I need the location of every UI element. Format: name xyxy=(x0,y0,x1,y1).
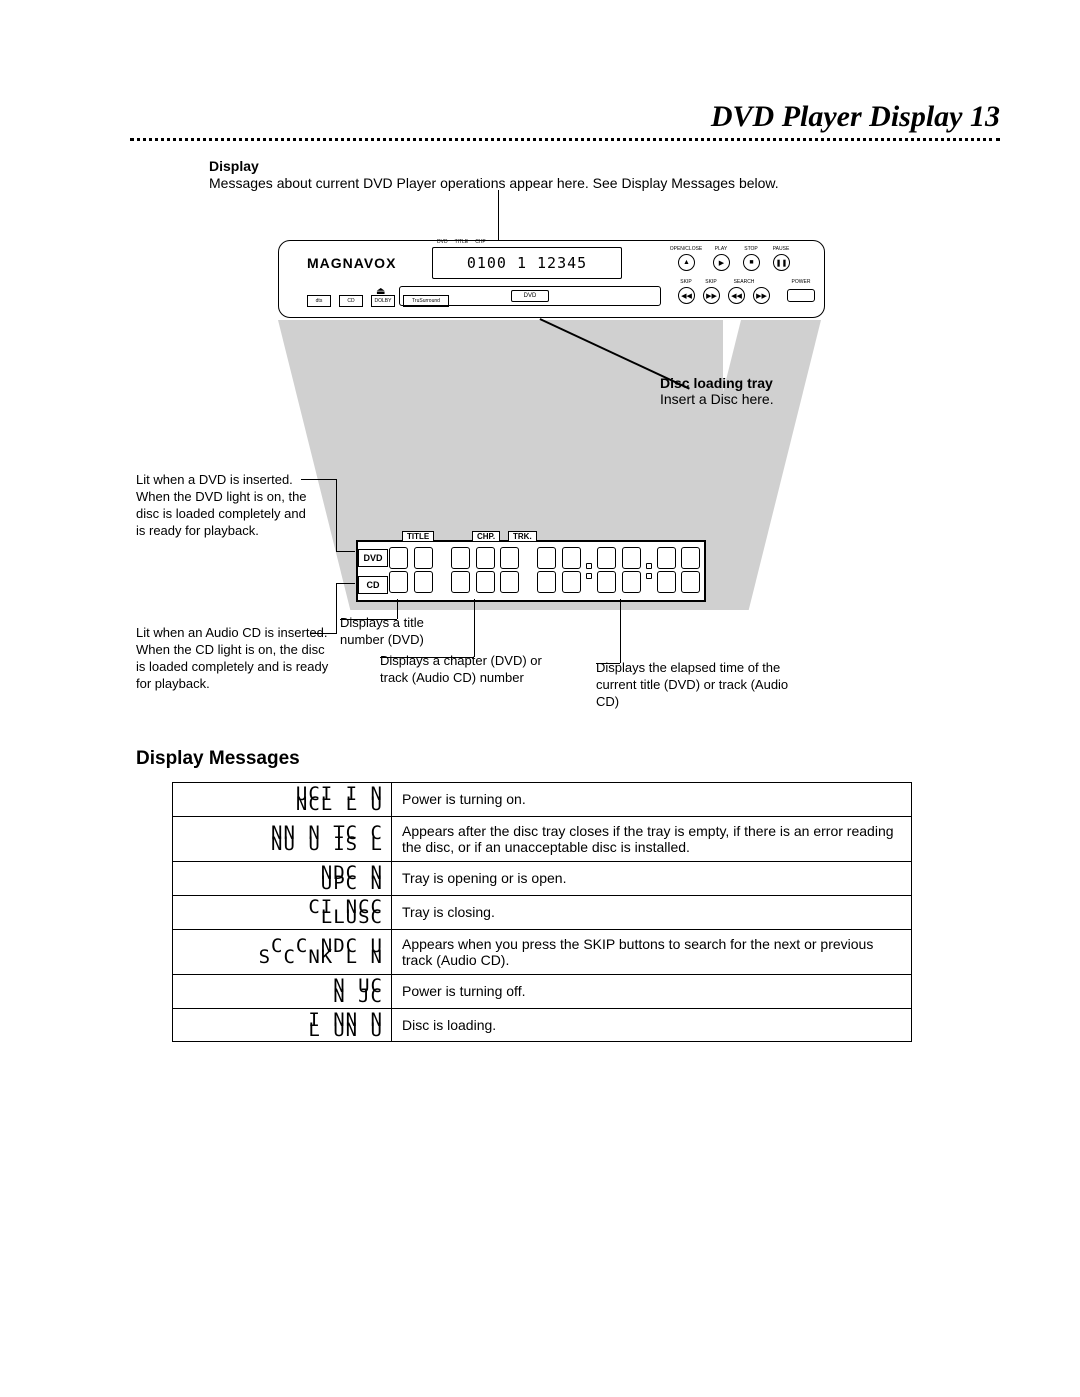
dvd-cd-indicators: DVD CD xyxy=(356,542,390,600)
brand-label: MAGNAVOX xyxy=(307,255,396,271)
display-heading: Display xyxy=(209,158,259,174)
dvd-player-front: MAGNAVOX DVD TITLE CHP 0100 1 12345 DVD … xyxy=(278,240,825,318)
logo-dts: dts xyxy=(307,295,331,307)
msg-desc: Power is turning off. xyxy=(392,974,912,1008)
seg-digit xyxy=(597,546,616,594)
logo-cd: CD xyxy=(339,295,363,307)
title-segment-label: TITLE xyxy=(402,531,434,542)
large-display-panel: DVD CD TITLE CHP. TRK. xyxy=(356,540,706,602)
mini-ind-dvd: DVD xyxy=(437,239,448,245)
trk-segment-label: TRK. xyxy=(508,531,537,542)
mini-display: 0100 1 12345 xyxy=(432,247,622,279)
seg-digit xyxy=(389,546,408,594)
msg-code: UCI I NNCL L U xyxy=(173,783,392,817)
seg-digit xyxy=(681,546,700,594)
table-row: NDC NUPC N Tray is opening or is open. xyxy=(173,861,912,895)
msg-desc: Tray is opening or is open. xyxy=(392,861,912,895)
logo-trusurround: TruSurround xyxy=(403,295,449,307)
table-row: NN N TC CNU U IS L Appears after the dis… xyxy=(173,816,912,861)
segment-digits xyxy=(388,542,701,598)
table-row: C C NDC US C NK L N Appears when you pre… xyxy=(173,929,912,974)
chp-segment-label: CHP. xyxy=(472,531,500,542)
leader-cd-bracket-h xyxy=(311,633,336,634)
table-row: I NN NL UN U Disc is loading. xyxy=(173,1008,912,1042)
mini-ind-chp: CHP xyxy=(475,239,486,245)
btn-label-play: PLAY xyxy=(715,246,727,252)
leader-dvd-bracket-v xyxy=(336,479,337,551)
messages-tbody: UCI I NNCL L U Power is turning on. NN N… xyxy=(173,783,912,1042)
seg-digit xyxy=(476,546,495,594)
leader-dvd-bracket-h xyxy=(301,479,336,480)
msg-desc: Tray is closing. xyxy=(392,895,912,929)
btn-label-open: OPEN/CLOSE xyxy=(670,246,703,252)
msg-code: NN N TC CNU U IS L xyxy=(173,816,392,861)
seg-digit xyxy=(657,546,676,594)
tray-callout-desc: Insert a Disc here. xyxy=(660,391,774,407)
callout-dvd-lit: Lit when a DVD is inserted. When the DVD… xyxy=(136,472,311,540)
page-title: DVD Player Display 13 xyxy=(711,100,1000,134)
callout-cd-lit: Lit when an Audio CD is inserted. When t… xyxy=(136,625,336,693)
seg-digit xyxy=(537,546,556,594)
btn-label-stop: STOP xyxy=(744,246,758,252)
callout-title-num: Displays a title number (DVD) xyxy=(340,615,470,649)
dvd-indicator: DVD xyxy=(358,549,388,567)
seg-digit xyxy=(562,546,581,594)
msg-code: I NN NL UN U xyxy=(173,1008,392,1042)
btn-label-skip-prev: SKIP xyxy=(680,279,691,285)
display-description: Messages about current DVD Player operat… xyxy=(209,175,779,191)
leader-cd-bracket-end xyxy=(336,583,355,584)
section-heading: Display Messages xyxy=(136,748,300,770)
table-row: CI NCCLLUSC Tray is closing. xyxy=(173,895,912,929)
logo-dolby: DOLBY xyxy=(371,295,395,307)
msg-code: NDC NUPC N xyxy=(173,861,392,895)
btn-label-power: POWER xyxy=(792,279,811,285)
stop-button[interactable]: ■ xyxy=(743,254,760,271)
callout-elapsed: Displays the elapsed time of the current… xyxy=(596,660,796,711)
manual-page: DVD Player Display 13 Display Messages a… xyxy=(0,0,1080,1397)
callout-chp-trk: Displays a chapter (DVD) or track (Audio… xyxy=(380,653,570,687)
seg-digit xyxy=(500,546,519,594)
skip-prev-button[interactable]: ◀◀ xyxy=(678,287,695,304)
messages-table: UCI I NNCL L U Power is turning on. NN N… xyxy=(172,782,912,1042)
table-row: UCI I NNCL L U Power is turning on. xyxy=(173,783,912,817)
msg-code: C C NDC US C NK L N xyxy=(173,929,392,974)
format-logos: dts CD DOLBY TruSurround xyxy=(307,295,449,307)
cd-indicator: CD xyxy=(358,576,388,594)
btn-label-skip-next: SKIP xyxy=(705,279,716,285)
search-fwd-button[interactable]: ▶▶ xyxy=(753,287,770,304)
seg-digit xyxy=(414,546,433,594)
dotted-rule xyxy=(130,138,1000,141)
seg-digit xyxy=(622,546,641,594)
seg-sep xyxy=(586,547,592,595)
msg-desc: Power is turning on. xyxy=(392,783,912,817)
leader-line-display xyxy=(498,190,499,240)
power-button[interactable] xyxy=(787,289,815,302)
open-close-button[interactable]: ▲ xyxy=(678,254,695,271)
play-button[interactable]: ▶ xyxy=(713,254,730,271)
msg-code: N UCN JC xyxy=(173,974,392,1008)
msg-desc: Appears after the disc tray closes if th… xyxy=(392,816,912,861)
leader-dvd-bracket-end xyxy=(336,551,355,552)
btn-label-pause: PAUSE xyxy=(773,246,790,252)
skip-next-button[interactable]: ▶▶ xyxy=(703,287,720,304)
leader-chp-v xyxy=(474,599,475,657)
search-rev-button[interactable]: ◀◀ xyxy=(728,287,745,304)
table-row: N UCN JC Power is turning off. xyxy=(173,974,912,1008)
tray-callout: Disc loading tray Insert a Disc here. xyxy=(660,375,774,407)
mini-ind-title: TITLE xyxy=(455,239,469,245)
seg-digit xyxy=(451,546,470,594)
seg-sep xyxy=(646,547,652,595)
pause-button[interactable]: ❚❚ xyxy=(773,254,790,271)
msg-desc: Appears when you press the SKIP buttons … xyxy=(392,929,912,974)
tray-callout-label: Disc loading tray xyxy=(660,375,773,391)
msg-code: CI NCCLLUSC xyxy=(173,895,392,929)
leader-elapsed-v xyxy=(620,599,621,663)
leader-cd-bracket-v xyxy=(336,583,337,634)
msg-desc: Disc is loading. xyxy=(392,1008,912,1042)
tray-dvd-logo: DVD xyxy=(511,290,549,302)
mini-indicator-row: DVD TITLE CHP xyxy=(437,239,617,245)
btn-label-search: SEARCH xyxy=(734,279,755,285)
